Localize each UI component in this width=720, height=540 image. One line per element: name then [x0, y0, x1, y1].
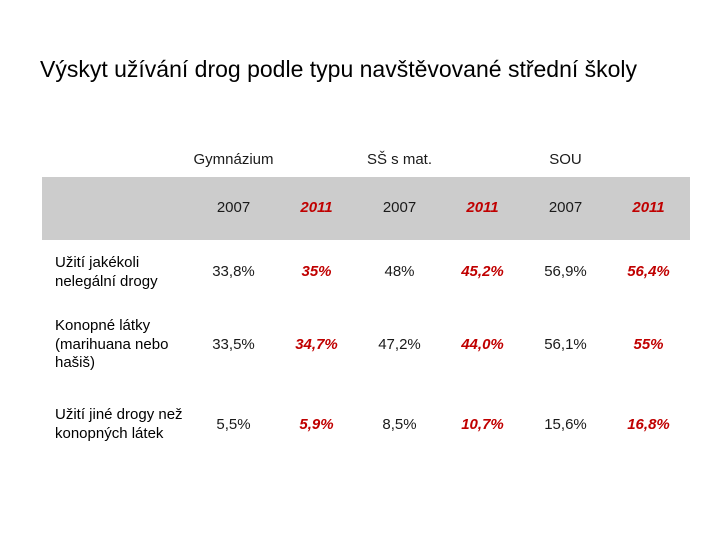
- year-header-ss-2007: 2007: [358, 177, 441, 240]
- value-cell: 35%: [301, 263, 332, 281]
- row-label-cannabis: Konopné látky (marihuana nebo hašiš): [42, 305, 192, 385]
- year-header-gymnazium-2007: 2007: [192, 177, 275, 240]
- year-header-gymnazium-2011: 2011: [275, 177, 358, 240]
- group-header-spacer: [275, 143, 358, 177]
- value-cell: 47,2%: [378, 335, 421, 353]
- row-label-other-than-cannabis: Užití jiné drogy než konopných látek: [42, 385, 192, 465]
- row-label-text: Užití jiné drogy než konopných látek: [55, 406, 183, 442]
- value-cell: 33,8%: [212, 263, 255, 281]
- value-cell: 48%: [384, 263, 415, 281]
- group-header-spacer: [441, 143, 524, 177]
- slide-title: Výskyt užívání drog podle typu navštěvov…: [40, 56, 638, 82]
- value-cell: 33,5%: [212, 335, 255, 353]
- value-cell: 56,1%: [544, 335, 587, 353]
- row-label-text: Užití jakékoli nelegální drogy: [55, 253, 158, 290]
- year-header-sou-2007: 2007: [524, 177, 607, 240]
- year-header-sou-2011: 2011: [607, 177, 690, 240]
- value-cell: 10,7%: [461, 415, 504, 433]
- year-header-ss-2011: 2011: [441, 177, 524, 240]
- value-cell: 56,4%: [627, 263, 670, 281]
- value-cell: 16,8%: [627, 415, 670, 433]
- value-cell: 34,7%: [295, 335, 338, 353]
- corner-empty-cell: [42, 143, 192, 177]
- value-cell: 45,2%: [461, 263, 504, 281]
- value-cell: 5,5%: [216, 415, 251, 433]
- row-label-text: Konopné látky (marihuana nebo hašiš): [55, 316, 169, 372]
- year-row-empty-cell: [42, 177, 192, 240]
- value-cell: 44,0%: [461, 335, 504, 353]
- group-header-gymnazium: Gymnázium: [193, 150, 274, 168]
- group-header-sou: SOU: [549, 150, 582, 168]
- value-cell: 8,5%: [382, 415, 417, 433]
- group-header-ss-s-mat: SŠ s mat.: [366, 150, 433, 168]
- row-label-any-illegal-drug: Užití jakékoli nelegální drogy: [42, 240, 192, 305]
- value-cell: 56,9%: [544, 263, 587, 281]
- value-cell: 5,9%: [299, 415, 334, 433]
- value-cell: 55%: [633, 335, 664, 353]
- group-header-spacer: [607, 143, 690, 177]
- value-cell: 15,6%: [544, 415, 587, 433]
- drug-use-table: Gymnázium SŠ s mat. SOU 2007 2011 2007 2…: [42, 143, 690, 465]
